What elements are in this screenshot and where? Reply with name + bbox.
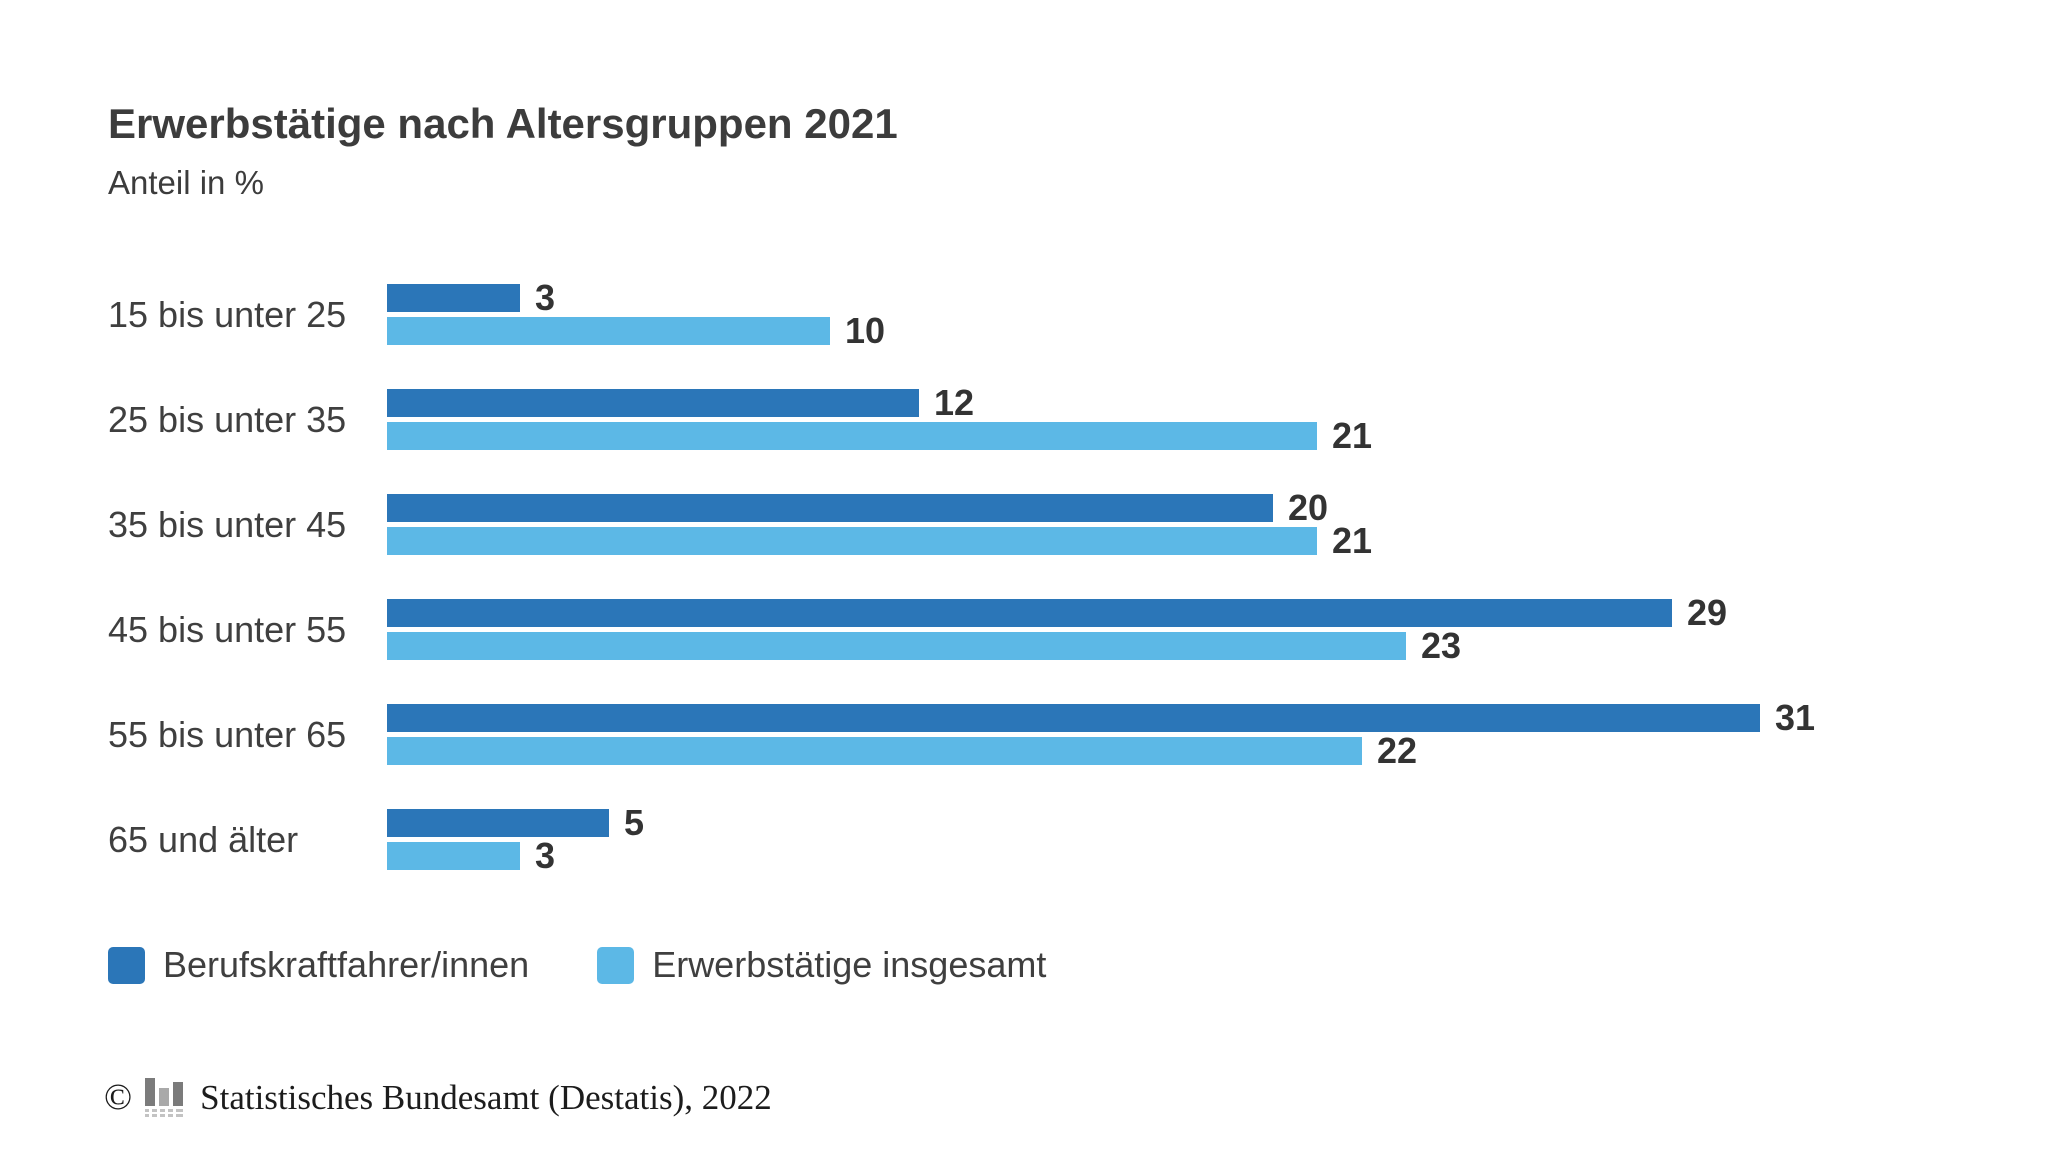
bar-pair: 29 23: [387, 592, 1728, 666]
value-label: 21: [1332, 415, 1373, 456]
bar-line: 23: [387, 625, 1727, 666]
bar-line: 20: [387, 487, 1372, 528]
legend: Berufskraftfahrer/innen Erwerbstätige in…: [108, 944, 1046, 986]
bar-berufskraftfahrer: [387, 809, 609, 837]
value-label: 29: [1687, 592, 1728, 633]
bar-line: 22: [387, 730, 1815, 771]
destatis-logo-icon: [145, 1078, 184, 1117]
bar-pair: 31 22: [387, 697, 1816, 771]
legend-swatch-dark-blue: [108, 946, 145, 984]
bar-line: 5: [387, 802, 645, 843]
value-label: 10: [845, 310, 886, 351]
value-label: 12: [934, 382, 975, 423]
legend-label: Erwerbstätige insgesamt: [652, 944, 1047, 985]
source-line: © Statistisches Bundesamt (Destatis), 20…: [104, 1076, 772, 1120]
value-label: 3: [535, 835, 556, 876]
value-label: 20: [1288, 487, 1329, 528]
source-text: Statistisches Bundesamt (Destatis), 2022: [200, 1078, 772, 1117]
legend-item-erwerbstaetige: Erwerbstätige insgesamt: [597, 944, 1046, 986]
chart-title: Erwerbstätige nach Altersgruppen 2021: [108, 100, 898, 147]
value-label: 22: [1377, 730, 1418, 771]
bar-chart: 15 bis unter 25 3 10 25 bis unter 35 12 21 35 …: [108, 277, 2018, 914]
chart-subtitle: Anteil in %: [108, 164, 264, 201]
bar-line: 21: [387, 520, 1373, 561]
bar-berufskraftfahrer: [387, 599, 1672, 627]
bar-line: 31: [387, 697, 1816, 738]
chart-group-row: 65 und älter 5 3: [108, 802, 2018, 876]
value-label: 31: [1775, 697, 1816, 738]
copyright-symbol: ©: [104, 1077, 133, 1118]
bar-erwerbstaetige: [387, 632, 1406, 660]
bar-line: 3: [387, 835, 644, 876]
chart-group-row: 15 bis unter 25 3 10: [108, 277, 2018, 351]
bar-berufskraftfahrer: [387, 389, 919, 417]
value-label: 3: [535, 277, 556, 318]
bar-erwerbstaetige: [387, 842, 520, 870]
bar-berufskraftfahrer: [387, 284, 520, 312]
category-label: 65 und älter: [108, 818, 299, 860]
value-label: 5: [624, 802, 645, 843]
bar-erwerbstaetige: [387, 317, 830, 345]
bar-pair: 20 21: [387, 487, 1373, 561]
value-label: 23: [1421, 625, 1462, 666]
category-label: 55 bis unter 65: [108, 713, 347, 755]
bar-erwerbstaetige: [387, 737, 1362, 765]
bar-erwerbstaetige: [387, 422, 1317, 450]
bar-line: 21: [387, 415, 1373, 456]
bar-erwerbstaetige: [387, 527, 1317, 555]
chart-group-row: 35 bis unter 45 20 21: [108, 487, 2018, 561]
category-label: 25 bis unter 35: [108, 398, 347, 440]
bar-line: 12: [387, 382, 1372, 423]
bar-pair: 12 21: [387, 382, 1373, 456]
bar-berufskraftfahrer: [387, 704, 1760, 732]
chart-group-row: 45 bis unter 55 29 23: [108, 592, 2018, 666]
value-label: 21: [1332, 520, 1373, 561]
bar-line: 29: [387, 592, 1728, 633]
category-label: 35 bis unter 45: [108, 503, 347, 545]
legend-item-berufskraftfahrer: Berufskraftfahrer/innen: [108, 944, 529, 986]
bar-line: 3: [387, 277, 885, 318]
legend-label: Berufskraftfahrer/innen: [163, 944, 530, 985]
category-label: 45 bis unter 55: [108, 608, 347, 650]
bar-line: 10: [387, 310, 886, 351]
bar-berufskraftfahrer: [387, 494, 1273, 522]
chart-group-row: 55 bis unter 65 31 22: [108, 697, 2018, 771]
legend-swatch-light-blue: [597, 946, 635, 984]
bar-pair: 3 10: [387, 277, 886, 351]
chart-group-row: 25 bis unter 35 12 21: [108, 382, 2018, 456]
category-label: 15 bis unter 25: [108, 293, 347, 335]
